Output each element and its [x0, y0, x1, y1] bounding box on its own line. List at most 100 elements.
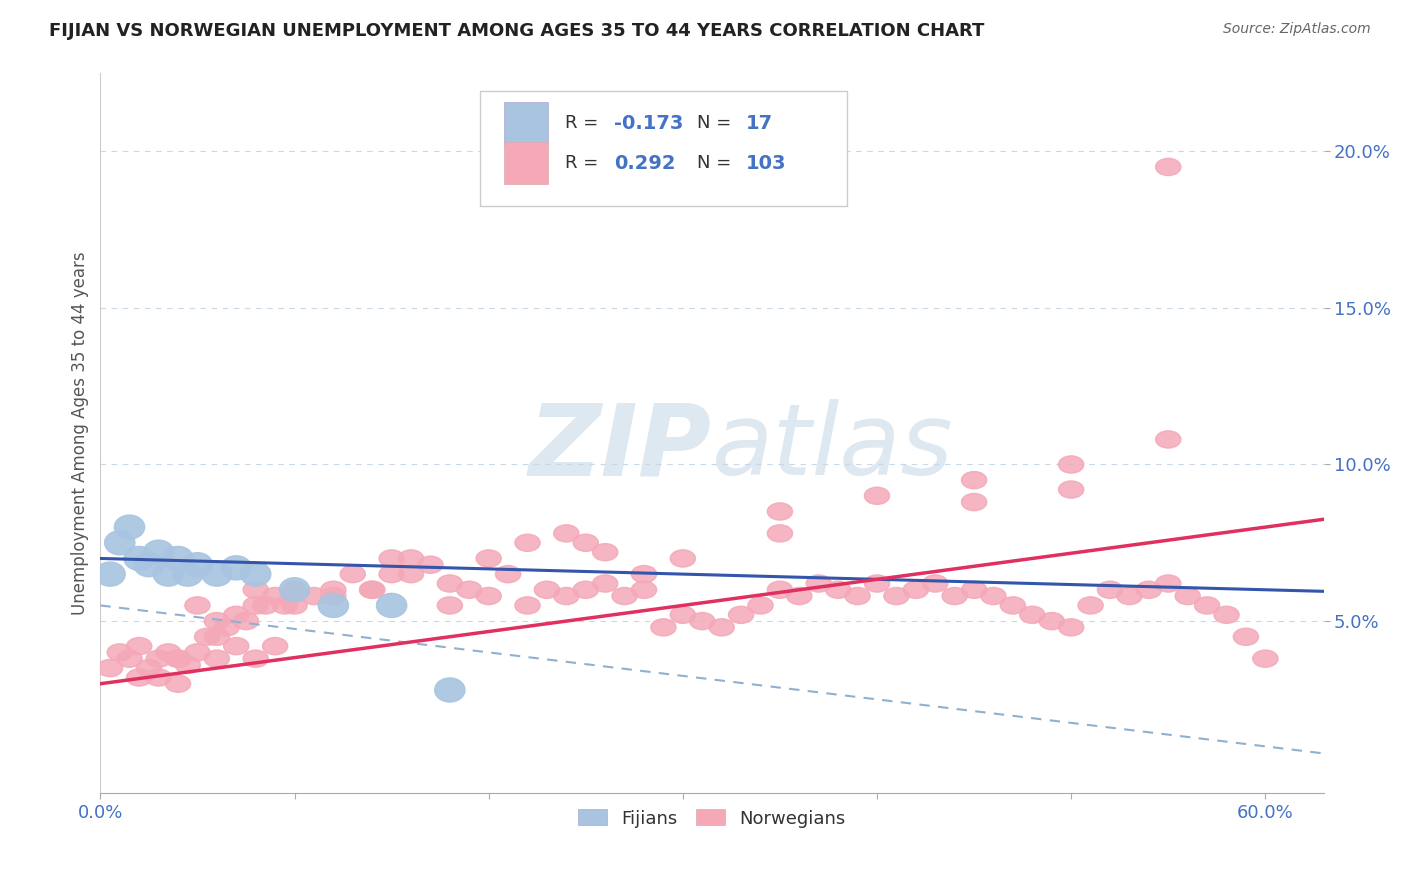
Ellipse shape [194, 628, 219, 645]
Ellipse shape [204, 650, 229, 667]
Ellipse shape [592, 574, 617, 592]
Ellipse shape [380, 549, 404, 567]
Ellipse shape [398, 566, 423, 582]
Ellipse shape [273, 597, 298, 614]
Ellipse shape [477, 588, 502, 605]
Ellipse shape [689, 613, 714, 630]
Ellipse shape [1175, 588, 1201, 605]
Ellipse shape [981, 588, 1007, 605]
Ellipse shape [825, 582, 851, 599]
Ellipse shape [1059, 619, 1084, 636]
Ellipse shape [97, 659, 122, 677]
Ellipse shape [321, 588, 346, 605]
Ellipse shape [176, 657, 200, 673]
FancyBboxPatch shape [503, 142, 548, 185]
Ellipse shape [612, 588, 637, 605]
Ellipse shape [865, 487, 890, 504]
Ellipse shape [574, 582, 599, 599]
Ellipse shape [748, 597, 773, 614]
Ellipse shape [340, 566, 366, 582]
Ellipse shape [204, 613, 229, 630]
Text: 17: 17 [747, 114, 773, 133]
Ellipse shape [631, 566, 657, 582]
Ellipse shape [173, 562, 202, 586]
Ellipse shape [1213, 607, 1239, 624]
Ellipse shape [114, 515, 145, 539]
Ellipse shape [437, 574, 463, 592]
Ellipse shape [146, 669, 172, 686]
Ellipse shape [1156, 574, 1181, 592]
Ellipse shape [104, 531, 135, 555]
Ellipse shape [163, 547, 193, 571]
Ellipse shape [437, 597, 463, 614]
Ellipse shape [1156, 431, 1181, 448]
Ellipse shape [253, 597, 278, 614]
Ellipse shape [318, 593, 349, 617]
Ellipse shape [962, 493, 987, 511]
Text: -0.173: -0.173 [614, 114, 683, 133]
Ellipse shape [243, 650, 269, 667]
Text: R =: R = [565, 154, 605, 172]
Ellipse shape [434, 678, 465, 702]
Ellipse shape [398, 549, 423, 567]
Ellipse shape [1039, 613, 1064, 630]
Ellipse shape [787, 588, 811, 605]
Ellipse shape [96, 562, 125, 586]
Text: atlas: atlas [711, 399, 953, 496]
Ellipse shape [360, 582, 385, 599]
Ellipse shape [806, 574, 831, 592]
Text: FIJIAN VS NORWEGIAN UNEMPLOYMENT AMONG AGES 35 TO 44 YEARS CORRELATION CHART: FIJIAN VS NORWEGIAN UNEMPLOYMENT AMONG A… [49, 22, 984, 40]
Ellipse shape [281, 597, 307, 614]
Ellipse shape [360, 582, 385, 599]
Ellipse shape [201, 562, 232, 586]
Ellipse shape [153, 562, 183, 586]
Ellipse shape [515, 597, 540, 614]
Ellipse shape [554, 524, 579, 542]
Text: N =: N = [697, 154, 737, 172]
Ellipse shape [903, 582, 928, 599]
Ellipse shape [534, 582, 560, 599]
Ellipse shape [233, 613, 259, 630]
Ellipse shape [1078, 597, 1104, 614]
Ellipse shape [143, 541, 174, 565]
Ellipse shape [1253, 650, 1278, 667]
Ellipse shape [1233, 628, 1258, 645]
Legend: Fijians, Norwegians: Fijians, Norwegians [571, 802, 853, 835]
Ellipse shape [377, 593, 406, 617]
Ellipse shape [136, 659, 162, 677]
Ellipse shape [281, 582, 307, 599]
Ellipse shape [477, 549, 502, 567]
Ellipse shape [574, 534, 599, 551]
Ellipse shape [124, 547, 155, 571]
FancyBboxPatch shape [503, 103, 548, 145]
Ellipse shape [768, 582, 793, 599]
Ellipse shape [243, 582, 269, 599]
Ellipse shape [380, 566, 404, 582]
Ellipse shape [768, 524, 793, 542]
Ellipse shape [224, 607, 249, 624]
Text: 0.292: 0.292 [614, 153, 676, 172]
Ellipse shape [127, 638, 152, 655]
Ellipse shape [651, 619, 676, 636]
Ellipse shape [592, 543, 617, 561]
Ellipse shape [1195, 597, 1220, 614]
Ellipse shape [184, 644, 209, 661]
Ellipse shape [1156, 158, 1181, 176]
Ellipse shape [768, 503, 793, 520]
Ellipse shape [671, 549, 696, 567]
Ellipse shape [1059, 456, 1084, 473]
Ellipse shape [845, 588, 870, 605]
Ellipse shape [166, 650, 191, 667]
Ellipse shape [962, 472, 987, 489]
Ellipse shape [418, 556, 443, 574]
Ellipse shape [107, 644, 132, 661]
Ellipse shape [156, 644, 181, 661]
Ellipse shape [865, 574, 890, 592]
Ellipse shape [184, 597, 209, 614]
Ellipse shape [224, 638, 249, 655]
Text: Source: ZipAtlas.com: Source: ZipAtlas.com [1223, 22, 1371, 37]
Ellipse shape [127, 669, 152, 686]
Ellipse shape [962, 582, 987, 599]
Ellipse shape [117, 650, 142, 667]
Ellipse shape [922, 574, 948, 592]
